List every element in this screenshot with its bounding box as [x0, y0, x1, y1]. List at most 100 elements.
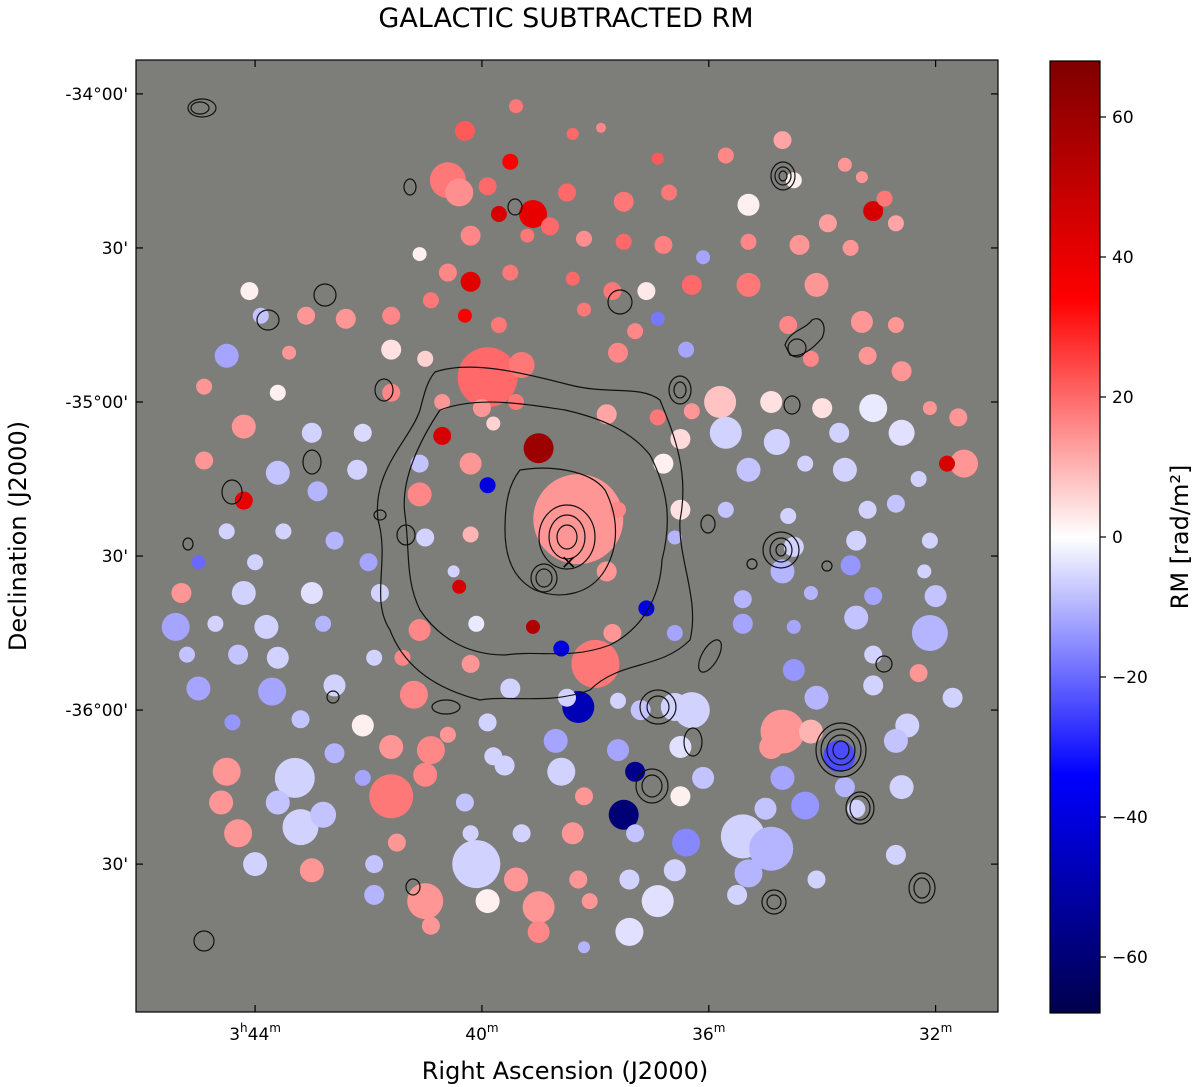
rm-source: [364, 884, 385, 905]
rm-source: [670, 786, 691, 807]
rm-source: [282, 809, 319, 846]
rm-source: [452, 579, 467, 594]
rm-sources: [161, 99, 978, 954]
rm-source: [527, 920, 550, 943]
rm-source: [891, 361, 912, 382]
rm-source: [888, 419, 915, 446]
x-tick-label: 36m: [692, 1021, 725, 1045]
rm-source: [195, 451, 214, 470]
rm-source: [218, 523, 235, 540]
colorbar-tick-label: −60: [1112, 948, 1148, 968]
colorbar-tick-label: 40: [1112, 248, 1134, 268]
rm-source: [596, 404, 617, 425]
rm-source: [842, 239, 859, 256]
rm-source: [231, 414, 256, 439]
colorbar-tick-label: −20: [1112, 668, 1148, 688]
rm-source: [654, 235, 673, 254]
rm-source: [734, 859, 763, 888]
rm-source: [452, 840, 501, 889]
rm-source: [770, 765, 795, 790]
rm-source: [678, 341, 695, 358]
rm-source: [578, 941, 590, 954]
rm-source: [254, 614, 279, 639]
rm-source: [840, 555, 861, 576]
rm-source: [196, 378, 213, 395]
rm-source: [692, 766, 715, 789]
rm-source: [519, 200, 547, 228]
y-tick-label: 30': [102, 855, 128, 875]
rm-source: [486, 416, 501, 431]
rm-source: [727, 884, 748, 905]
rm-source: [950, 449, 978, 478]
rm-source: [186, 676, 211, 701]
rm-source: [365, 855, 384, 874]
rm-source: [274, 757, 315, 798]
rm-source: [438, 263, 457, 282]
rm-source: [382, 306, 401, 325]
rm-source: [207, 615, 224, 632]
rm-source: [770, 559, 795, 584]
rm-source: [660, 693, 689, 721]
rm-source: [370, 584, 389, 602]
y-tick-label: 30': [102, 239, 128, 259]
rm-source: [541, 217, 559, 236]
rm-source: [704, 386, 737, 418]
rm-source: [228, 644, 249, 665]
rm-source: [569, 870, 588, 889]
rm-source: [818, 214, 837, 233]
rm-source: [258, 677, 287, 706]
rm-source: [472, 399, 491, 418]
rm-source: [161, 612, 190, 641]
rm-source: [457, 347, 518, 408]
rm-source: [447, 565, 460, 578]
rm-source: [855, 171, 868, 184]
rm-source: [490, 206, 507, 222]
x-tick-mid: 44: [248, 1025, 270, 1045]
rm-source: [847, 799, 866, 818]
rm-source: [508, 394, 524, 410]
marker-stroke-b: [563, 556, 575, 568]
rm-source: [512, 824, 531, 843]
rm-source: [858, 500, 877, 519]
rm-source: [859, 394, 888, 423]
x-tick-label: 3h44m: [229, 1021, 281, 1045]
rm-source: [737, 193, 760, 216]
rm-source: [366, 649, 383, 666]
rm-source: [315, 615, 332, 632]
rm-source: [369, 774, 414, 819]
rm-source: [475, 889, 500, 914]
rm-source: [760, 391, 783, 413]
rm-source: [359, 553, 378, 572]
rm-source: [335, 308, 356, 329]
rm-source: [577, 302, 591, 317]
rm-source: [243, 852, 268, 877]
x-tick-sup: m: [941, 1021, 953, 1035]
rm-source: [324, 743, 345, 764]
rm-source: [460, 271, 481, 292]
rm-source: [416, 528, 435, 547]
x-tick-sup: h: [240, 1021, 248, 1035]
rm-source: [381, 339, 402, 360]
rm-source: [407, 482, 432, 507]
rm-source: [736, 272, 761, 297]
rm-source: [269, 384, 286, 401]
rm-source: [696, 250, 711, 265]
rm-source: [607, 739, 629, 762]
contour-middle: [403, 401, 668, 656]
rm-source: [740, 233, 757, 250]
x-tick-sup: m: [714, 1021, 726, 1035]
rm-source: [412, 247, 427, 262]
rm-source: [457, 308, 472, 323]
rm-source: [576, 230, 592, 247]
cluster-center-marker: [563, 556, 575, 568]
rm-source: [736, 457, 761, 482]
y-tick-label: 30': [102, 547, 128, 567]
rm-source: [299, 858, 324, 883]
rm-source: [575, 787, 593, 806]
rm-source: [733, 590, 752, 609]
rm-source: [637, 282, 656, 301]
rm-source: [500, 678, 521, 699]
x-tick-sup2: m: [269, 1021, 281, 1035]
rm-source: [191, 555, 206, 570]
plot-frame: [135, 59, 999, 1013]
